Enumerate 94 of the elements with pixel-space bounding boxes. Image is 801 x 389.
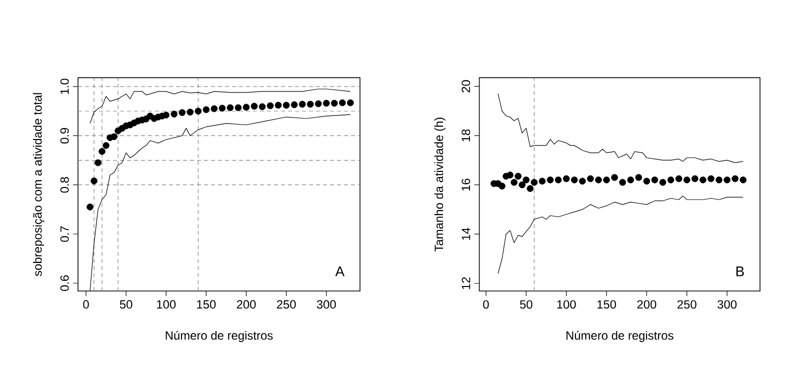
point bbox=[627, 176, 634, 184]
x-tick-label: 300 bbox=[316, 300, 336, 309]
point bbox=[110, 133, 118, 140]
point bbox=[526, 185, 534, 192]
point bbox=[226, 104, 234, 112]
point bbox=[595, 176, 602, 184]
point bbox=[274, 102, 282, 109]
x-tick-label: 250 bbox=[276, 300, 296, 309]
point bbox=[570, 176, 578, 184]
point bbox=[683, 176, 690, 184]
x-axis-title: Número de registros bbox=[566, 330, 674, 342]
y-tick-label: 0.8 bbox=[60, 177, 69, 193]
point bbox=[330, 100, 338, 107]
point bbox=[562, 175, 570, 182]
y-tick-label: 0.6 bbox=[60, 275, 69, 291]
point bbox=[322, 100, 330, 107]
x-tick-label: 150 bbox=[597, 300, 616, 309]
point bbox=[282, 102, 290, 109]
point bbox=[90, 178, 98, 184]
point bbox=[510, 178, 518, 186]
point bbox=[659, 178, 666, 186]
point bbox=[675, 175, 682, 182]
x-tick-label: 150 bbox=[197, 300, 216, 309]
point bbox=[102, 142, 110, 149]
y-axis-title: Tamanho da atividade (h) bbox=[434, 118, 446, 252]
point bbox=[210, 105, 218, 112]
y-tick-label: 18 bbox=[462, 129, 470, 142]
point bbox=[258, 103, 266, 110]
point bbox=[700, 176, 706, 184]
point bbox=[603, 176, 610, 184]
annotation: A bbox=[335, 266, 345, 276]
point bbox=[667, 176, 674, 184]
point bbox=[202, 106, 210, 114]
point bbox=[250, 102, 258, 110]
x-tick-label: 0 bbox=[483, 300, 489, 309]
x-tick-label: 50 bbox=[520, 300, 532, 309]
point bbox=[530, 178, 538, 186]
point bbox=[98, 148, 106, 155]
y-tick-label: 0.7 bbox=[60, 226, 69, 242]
annotation: B bbox=[736, 266, 744, 276]
y-tick-label: 12 bbox=[462, 277, 470, 290]
y-tick-label: 20 bbox=[462, 80, 470, 92]
point bbox=[732, 175, 738, 182]
point bbox=[290, 101, 298, 108]
point bbox=[298, 100, 306, 108]
point bbox=[162, 112, 170, 118]
point bbox=[635, 174, 642, 181]
point bbox=[242, 104, 250, 111]
point bbox=[708, 175, 714, 182]
x-tick-label: 300 bbox=[718, 300, 737, 309]
point bbox=[338, 99, 346, 106]
point bbox=[522, 176, 530, 184]
point bbox=[619, 178, 626, 186]
point bbox=[306, 100, 314, 108]
point bbox=[724, 176, 730, 184]
point bbox=[518, 181, 526, 188]
point bbox=[194, 108, 202, 115]
point bbox=[643, 178, 650, 185]
point bbox=[234, 104, 242, 112]
point bbox=[538, 178, 546, 185]
x-tick-label: 250 bbox=[678, 300, 696, 309]
point bbox=[651, 176, 658, 184]
point bbox=[314, 100, 322, 108]
point bbox=[546, 176, 554, 184]
point bbox=[716, 176, 722, 184]
x-tick-label: 200 bbox=[637, 300, 656, 309]
y-tick-label: 1.0 bbox=[60, 78, 69, 94]
point bbox=[186, 108, 194, 116]
point bbox=[94, 159, 102, 166]
point bbox=[587, 175, 594, 182]
point bbox=[514, 172, 522, 180]
point bbox=[498, 182, 506, 190]
point bbox=[266, 102, 274, 110]
point bbox=[579, 178, 586, 185]
x-tick-label: 0 bbox=[83, 300, 89, 309]
point bbox=[740, 176, 747, 184]
x-axis-title: Número de registros bbox=[166, 330, 273, 342]
y-tick-label: 14 bbox=[462, 228, 470, 240]
point bbox=[86, 204, 94, 210]
y-tick-label: 0.9 bbox=[60, 128, 69, 144]
point bbox=[170, 110, 178, 118]
x-tick-label: 200 bbox=[236, 300, 256, 309]
point bbox=[506, 172, 514, 178]
point bbox=[346, 99, 354, 106]
point bbox=[178, 109, 186, 116]
point bbox=[692, 175, 698, 182]
point bbox=[554, 176, 562, 184]
y-axis-title: sobreposição com a atividade total bbox=[32, 93, 44, 276]
x-tick-label: 100 bbox=[157, 300, 176, 309]
x-tick-label: 50 bbox=[120, 300, 132, 309]
y-tick-label: 16 bbox=[462, 178, 470, 191]
point bbox=[611, 174, 618, 181]
point bbox=[218, 104, 226, 112]
x-tick-label: 100 bbox=[557, 300, 576, 309]
